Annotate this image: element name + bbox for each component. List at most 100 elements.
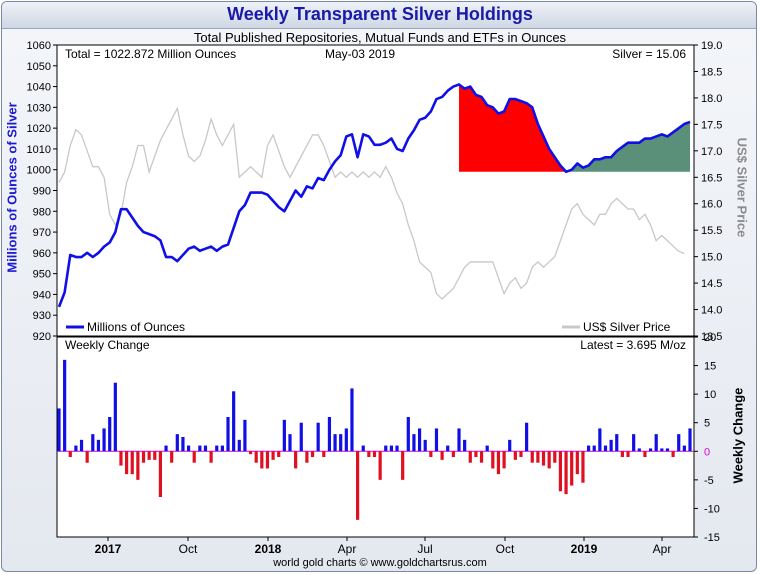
y-left-tick-label: 930 (33, 310, 51, 322)
x-tick-label: Oct (179, 542, 198, 556)
y-right-tick-label: 16.0 (701, 199, 722, 211)
y-right-tick-label: 15.5 (701, 225, 722, 237)
weekly-change-bar (91, 434, 95, 452)
weekly-change-bar (339, 434, 343, 452)
y-left-tick-label: 920 (33, 331, 51, 343)
y-left-tick-label: 1050 (27, 61, 51, 73)
weekly-change-bar (305, 451, 309, 463)
weekly-change-bar (429, 451, 433, 457)
weekly-change-bar (203, 445, 208, 452)
weekly-change-bar (502, 451, 506, 469)
weekly-change-bar (102, 428, 106, 452)
weekly-change-bar (186, 445, 191, 452)
weekly-change-bar (434, 428, 439, 452)
weekly-change-bar (372, 451, 377, 457)
y-right-tick-label: 17.0 (701, 146, 722, 158)
y-left-tick-label: 1000 (27, 165, 51, 177)
x-tick-label: Jul (417, 542, 432, 556)
weekly-change-bar (158, 451, 163, 497)
weekly-change-bar (525, 422, 529, 452)
weekly-change-bar (322, 451, 326, 457)
weekly-change-bar (637, 448, 641, 452)
y-right-tick-label: 16.5 (701, 172, 722, 184)
weekly-change-tick-label: 20 (704, 332, 716, 344)
weekly-change-bar (660, 448, 664, 452)
weekly-change-bar (513, 451, 517, 460)
silver-price-line (58, 106, 685, 300)
upper-plot-area (56, 44, 695, 337)
y-left-tick-label: 940 (33, 289, 51, 301)
weekly-change-bar (620, 451, 624, 457)
weekly-change-bar (412, 434, 416, 452)
weekly-change-bar (406, 417, 410, 452)
y-left-tick-label: 1040 (27, 82, 51, 94)
weekly-change-bar (457, 428, 461, 452)
weekly-change-bar (232, 391, 236, 452)
y-left-tick-label: 950 (33, 269, 51, 281)
x-tick-label: 2019 (571, 542, 598, 556)
weekly-change-bar (479, 451, 484, 463)
chart-title: Weekly Transparent Silver Holdings (227, 4, 533, 24)
weekly-change-bar (136, 451, 140, 480)
weekly-change-bar (361, 445, 365, 452)
weekly-change-bar (350, 388, 354, 452)
y-left-tick-label: 1020 (27, 123, 51, 135)
weekly-change-bar (355, 451, 360, 520)
y-left-tick-label: 1060 (27, 40, 51, 52)
weekly-change-bar (108, 417, 112, 452)
weekly-change-bar (68, 451, 72, 457)
weekly-change-bar (508, 439, 512, 452)
x-tick-label: Oct (496, 542, 515, 556)
weekly-change-bar (79, 439, 84, 452)
decline-fill (459, 84, 567, 172)
weekly-change-bar (496, 451, 501, 475)
weekly-change-bar (119, 451, 123, 466)
y-axis-left-label: Millions of Ounces of Silver (4, 102, 20, 273)
weekly-change-tick-label: 10 (704, 389, 716, 401)
weekly-change-bar (491, 451, 495, 469)
weekly-change-bar (170, 451, 174, 463)
y-axis-right-label: US$ Silver Price (734, 137, 750, 238)
latest-change-label: Latest = 3.695 M/oz (580, 338, 686, 352)
weekly-change-bar (192, 451, 196, 463)
weekly-change-bar (603, 445, 608, 452)
weekly-change-bar (581, 451, 585, 483)
weekly-change-axis-label: Weekly Change (730, 387, 746, 484)
weekly-change-bar (626, 451, 630, 457)
weekly-change-bar (401, 451, 405, 480)
y-left-tick-label: 980 (33, 206, 51, 218)
y-right-tick-label: 13.5 (701, 331, 722, 343)
weekly-change-bar (609, 439, 613, 452)
weekly-change-bar (384, 445, 388, 452)
weekly-change-tick-label: -5 (704, 475, 714, 487)
x-tick-label: Apr (653, 542, 672, 556)
weekly-change-bar (615, 434, 619, 452)
weekly-change-bar (310, 451, 315, 457)
weekly-change-bar (164, 445, 168, 452)
weekly-change-bar (265, 451, 270, 469)
date-label: May-03 2019 (325, 47, 395, 61)
weekly-change-bar (671, 451, 675, 457)
weekly-change-bar (96, 439, 101, 452)
weekly-change-bar (209, 451, 213, 463)
legend-holdings-label: Millions of Ounces (87, 320, 185, 334)
weekly-change-bar (220, 445, 224, 452)
y-right-tick-label: 19.0 (701, 40, 722, 52)
weekly-change-bar (519, 451, 523, 457)
weekly-change-tick-label: 5 (704, 418, 710, 430)
y-left-tick-label: 1030 (27, 102, 51, 114)
weekly-change-bar (260, 451, 264, 469)
weekly-change-bar (446, 445, 450, 452)
weekly-change-bar (643, 451, 647, 457)
weekly-change-bar (395, 445, 399, 452)
weekly-change-bar (440, 451, 444, 460)
weekly-change-bar (85, 451, 89, 463)
weekly-change-bar (215, 445, 219, 452)
weekly-change-bar (243, 419, 247, 452)
weekly-change-bar (147, 451, 151, 460)
weekly-change-bar (688, 428, 692, 452)
weekly-change-bar (254, 451, 258, 463)
weekly-change-bar (153, 451, 157, 460)
weekly-change-bar (175, 434, 179, 452)
y-right-tick-label: 17.5 (701, 119, 722, 131)
